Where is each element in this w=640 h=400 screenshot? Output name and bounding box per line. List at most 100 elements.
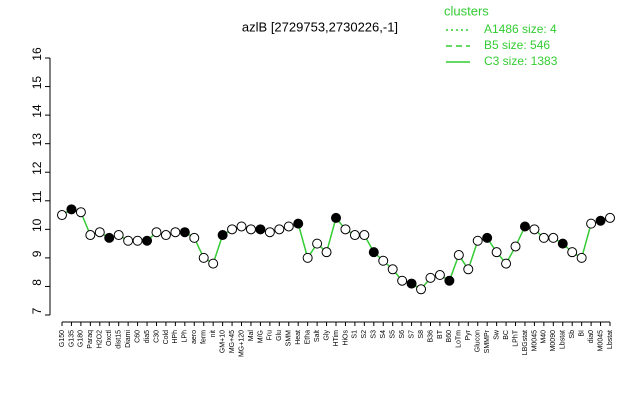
data-point: [198, 252, 209, 263]
x-tick-label: Glucon: [475, 330, 482, 352]
data-point: [595, 215, 606, 226]
x-tick-label: Heat: [295, 330, 302, 345]
y-tick-label: 9: [30, 250, 44, 257]
x-tick-label: S2: [361, 330, 368, 339]
data-point: [368, 247, 379, 258]
x-tick-label: HTim: [333, 330, 340, 347]
y-tick-label: 12: [30, 161, 44, 175]
x-tick-label: Diami: [125, 330, 132, 348]
data-point: [312, 238, 323, 249]
x-tick-label: S7: [408, 330, 415, 339]
data-point: [236, 221, 247, 232]
x-tick-label: C60: [134, 330, 141, 343]
data-point: [208, 258, 219, 269]
x-tick-label: aero: [191, 330, 198, 344]
x-tick-label: LoTm: [456, 330, 463, 348]
y-tick-label: 14: [30, 104, 44, 118]
y-tick-label: 11: [30, 190, 44, 203]
x-tick-label: LPh: [182, 330, 189, 343]
legend-title: clusters: [444, 3, 489, 18]
x-tick-label: Fru: [267, 330, 274, 341]
data-point: [510, 241, 521, 252]
data-point: [142, 235, 153, 246]
x-tick-label: C30: [153, 330, 160, 343]
data-point: [491, 247, 502, 258]
data-point: [463, 264, 474, 275]
legend-label: B5 size: 546: [484, 38, 550, 52]
x-tick-label: Etha: [304, 330, 311, 345]
x-tick-label: LBGstat: [522, 330, 529, 355]
data-point: [113, 230, 124, 241]
x-tick-label: S6: [399, 330, 406, 339]
x-tick-label: M/G: [257, 330, 264, 343]
data-point: [104, 232, 115, 243]
data-point: [501, 258, 512, 269]
x-tick-label: nit: [210, 330, 217, 337]
data-point: [331, 212, 341, 223]
data-point: [255, 224, 266, 235]
x-tick-label: S3: [371, 330, 378, 339]
data-point: [557, 238, 568, 249]
data-point: [519, 221, 530, 232]
x-tick-label: B60: [446, 330, 453, 343]
x-tick-label: Glu: [276, 330, 283, 341]
x-tick-label: dia5: [144, 330, 151, 343]
x-tick-label: SMMPr: [484, 329, 491, 353]
x-tick-label: Paraq: [87, 330, 94, 349]
x-tick-label: SMM: [286, 330, 293, 347]
data-point: [57, 210, 67, 221]
data-point: [293, 218, 304, 229]
data-point: [586, 218, 597, 229]
data-point: [434, 270, 445, 281]
x-tick-label: LPhT: [512, 329, 519, 346]
data-point: [245, 224, 256, 235]
data-point: [283, 221, 294, 232]
x-tick-label: GM+10: [219, 330, 226, 353]
x-tick-label: HiOs: [342, 330, 349, 346]
data-point: [416, 284, 427, 295]
data-point: [605, 212, 615, 223]
data-point: [529, 224, 540, 235]
data-point: [75, 207, 86, 218]
data-point: [302, 252, 313, 263]
y-tick-label: 15: [30, 76, 44, 90]
data-point: [359, 230, 370, 241]
x-tick-label: G135: [68, 330, 75, 347]
legend-label: A1486 size: 4: [484, 22, 557, 36]
x-tick-label: B36: [427, 330, 434, 343]
x-tick-label: dia0: [588, 330, 595, 343]
x-tick-label: M0045: [597, 330, 604, 352]
x-tick-label: S5: [390, 330, 397, 339]
x-tick-label: M0045: [531, 330, 538, 352]
x-tick-label: BI: [578, 330, 585, 337]
y-tick-label: 7: [30, 307, 44, 314]
data-point: [66, 204, 77, 215]
data-point: [567, 247, 578, 258]
data-point: [340, 224, 351, 235]
x-tick-label: Mal: [248, 330, 255, 342]
data-point: [444, 275, 455, 286]
x-tick-label: S8: [418, 330, 425, 339]
data-point: [548, 232, 559, 243]
x-tick-label: Pyr: [465, 329, 472, 340]
x-tick-label: MG+120: [238, 330, 245, 357]
x-tick-label: dist15: [116, 330, 123, 349]
data-point: [425, 272, 436, 283]
x-tick-label: G180: [78, 330, 85, 347]
data-point: [397, 275, 408, 286]
x-tick-label: ferm: [201, 330, 208, 344]
data-point: [274, 224, 285, 235]
y-tick-label: 13: [30, 133, 44, 147]
data-point: [472, 235, 483, 246]
x-tick-label: S4: [380, 330, 387, 339]
legend-label: C3 size: 1383: [484, 54, 558, 68]
x-tick-label: HPh: [172, 330, 179, 344]
x-tick-label: Lbstat: [560, 330, 567, 349]
y-tick-label: 16: [30, 47, 44, 61]
data-point: [453, 250, 464, 261]
data-point: [170, 227, 181, 238]
x-tick-label: M0090: [550, 330, 557, 352]
x-tick-label: Cold: [163, 330, 170, 345]
x-tick-label: BT: [437, 329, 444, 339]
